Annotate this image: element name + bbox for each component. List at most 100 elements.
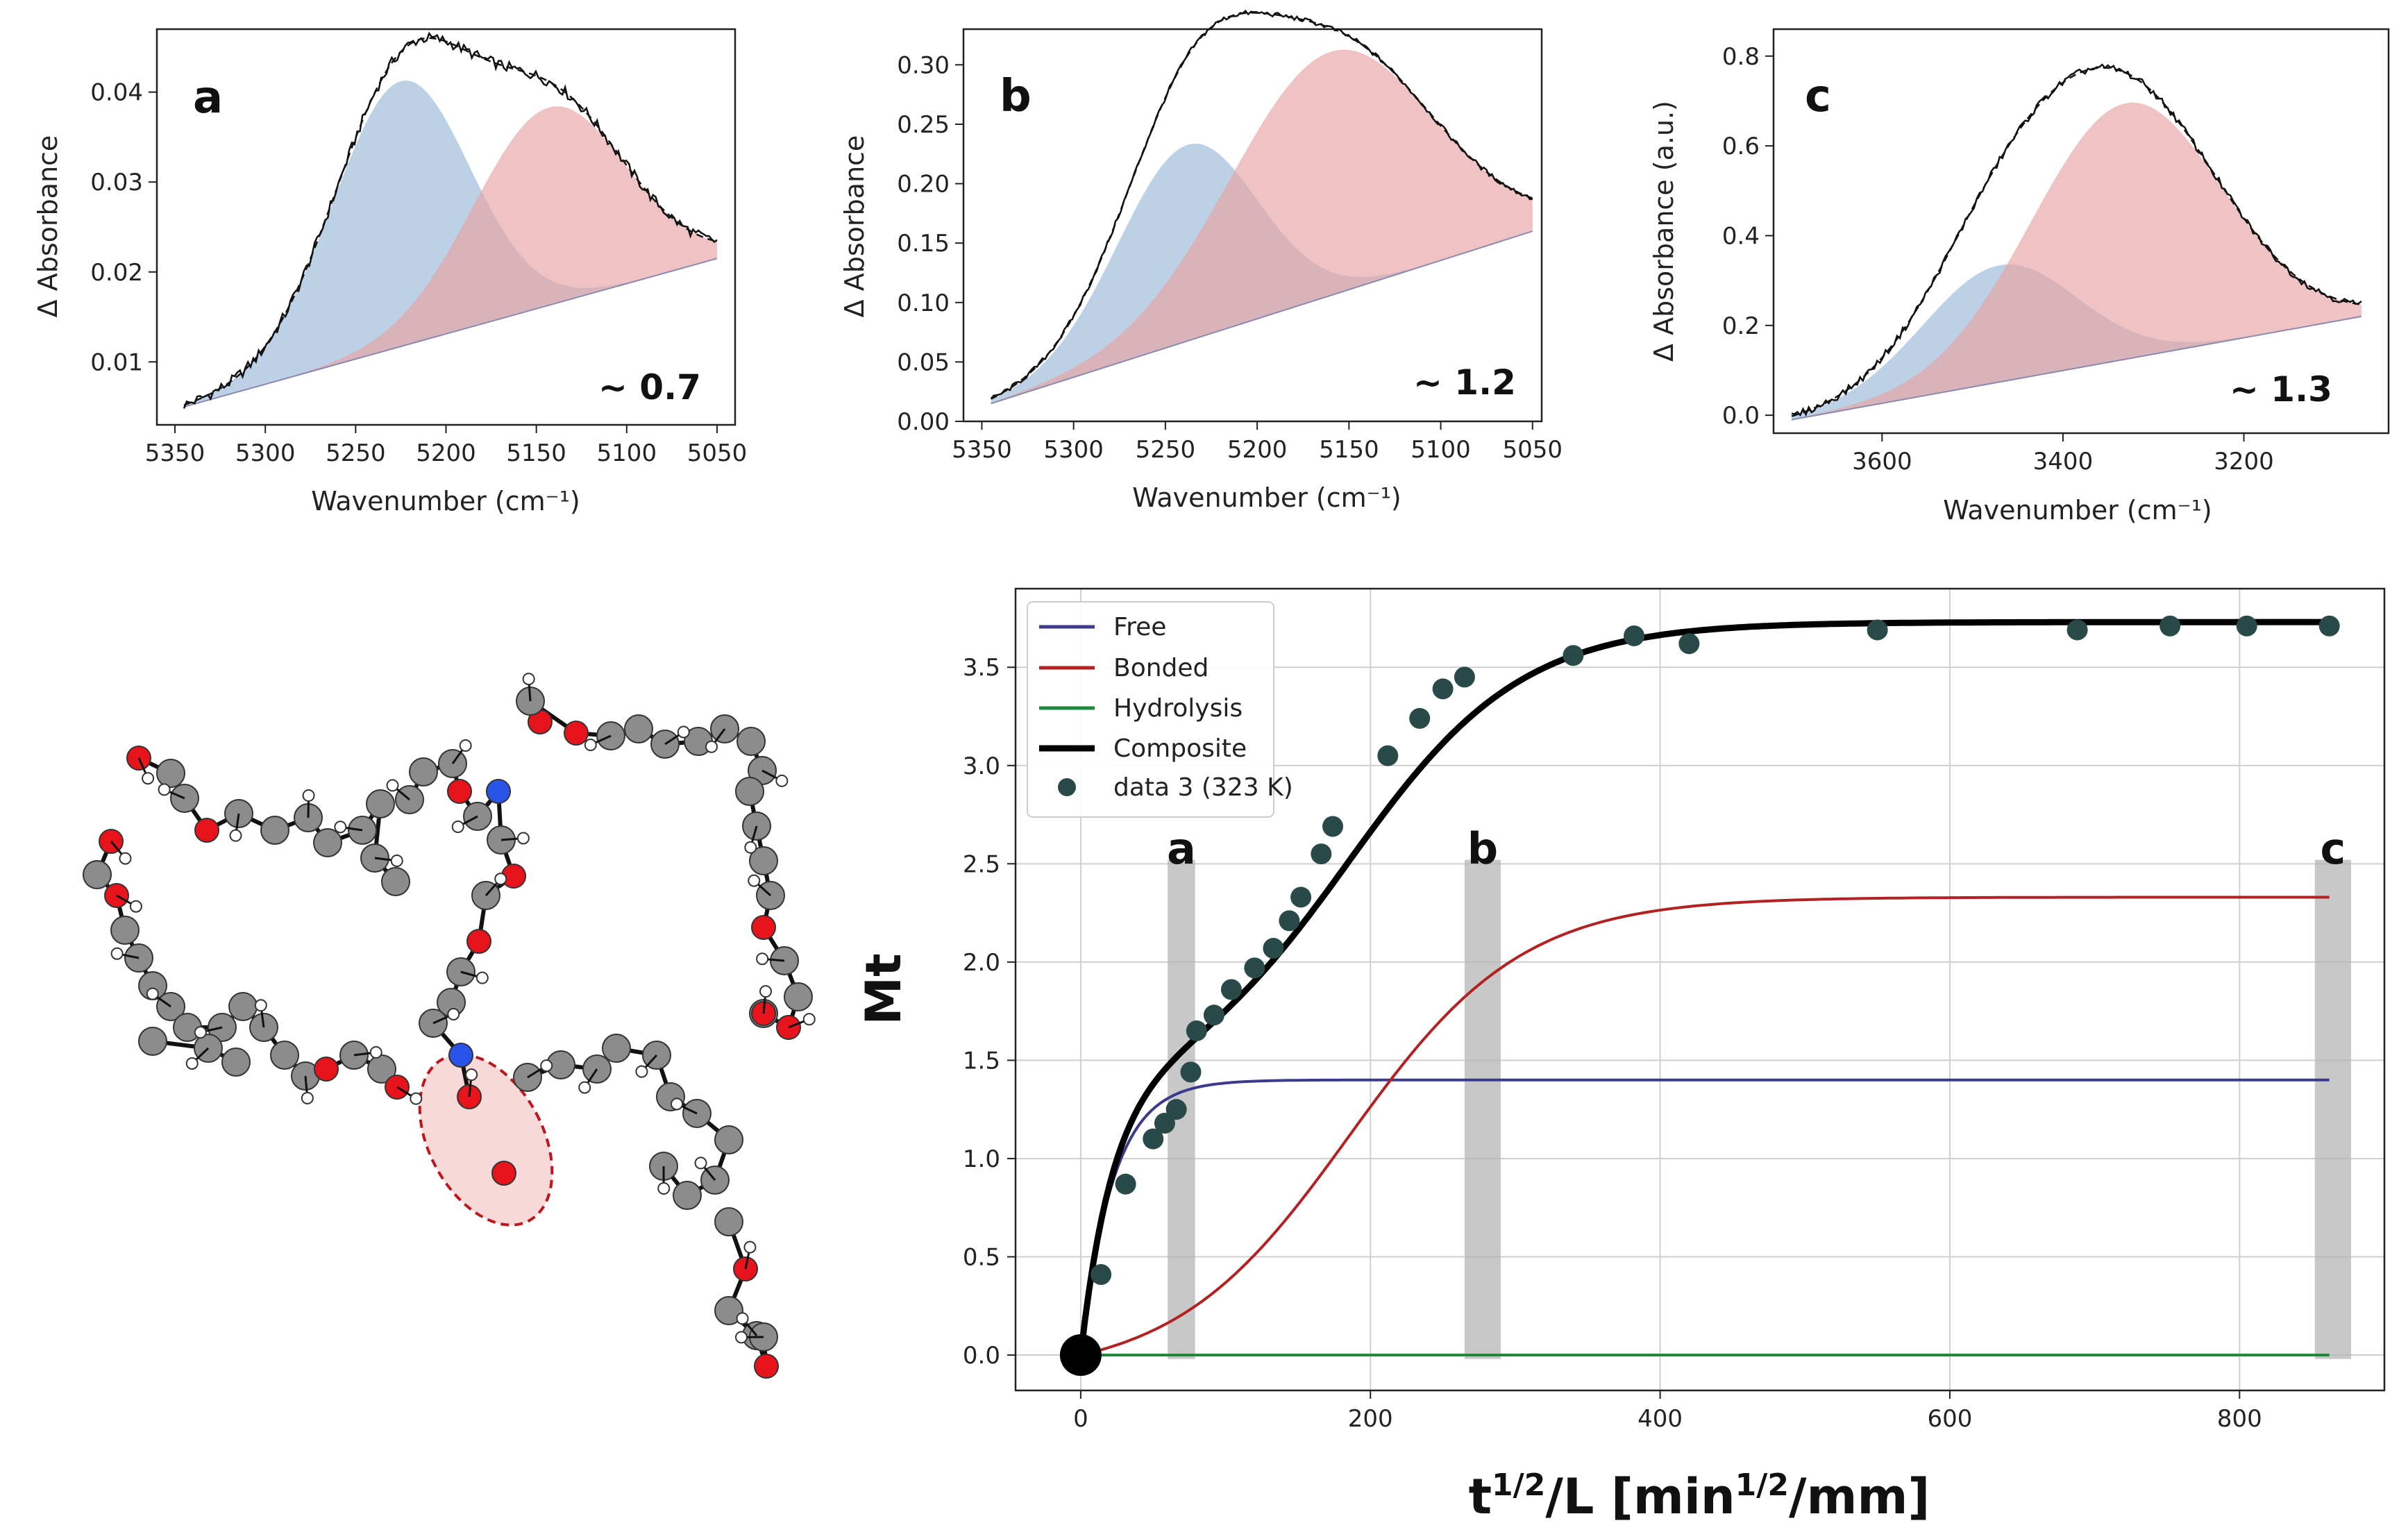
- hydrogen-atom: [158, 783, 171, 796]
- legend-label-bonded: Bonded: [1113, 654, 1209, 682]
- carbon-atom: [221, 1048, 251, 1077]
- panel-b-xlabel: Wavenumber (cm⁻¹): [1132, 482, 1401, 513]
- hydrogen-atom: [110, 947, 124, 960]
- uptake-ytick-label: 1.0: [963, 1145, 1000, 1173]
- data-point: [2066, 619, 2088, 641]
- panel-a-xtick-label: 5350: [145, 439, 205, 467]
- panel-b-gaussian-red: [991, 49, 1533, 404]
- panel-a-xtick-label: 5150: [506, 439, 566, 467]
- spectrum-panel-c: 3600 3400 3200 0.0 0.2 0.4 0.6 0.8 c ~ 1.3 Wave…: [1649, 28, 2390, 525]
- panel-b-xtick-label: 5050: [1503, 436, 1563, 464]
- carbon-atom: [270, 1041, 299, 1070]
- panel-c-ratio: ~ 1.3: [2230, 369, 2332, 410]
- carbon-atom: [313, 828, 342, 857]
- carbon-atom: [736, 727, 766, 756]
- legend-swatch-data: [1058, 778, 1076, 796]
- uptake-ytick-label: 2.0: [963, 949, 1000, 977]
- panel-b-ratio: ~ 1.2: [1413, 362, 1516, 403]
- uptake-ytick-label: 3.5: [963, 654, 1000, 682]
- data-point: [2318, 615, 2340, 637]
- hydrogen-atom: [671, 1098, 684, 1111]
- carbon-atom: [749, 846, 778, 875]
- legend-label-composite: Composite: [1113, 734, 1247, 763]
- water-highlight: [418, 1053, 554, 1227]
- panel-c-xtick-label: 3400: [2033, 448, 2094, 476]
- oxygen-atom: [751, 915, 776, 940]
- panel-c-frame: [1772, 28, 2390, 435]
- data-point: [1867, 619, 1888, 641]
- uptake-ytick-label: 0.0: [963, 1342, 1000, 1370]
- uptake-ytick-label: 2.5: [963, 850, 1000, 878]
- oxygen-atom: [754, 1354, 779, 1379]
- curve-free: [1079, 1078, 2330, 1356]
- panel-a-gaussian-red: [184, 106, 717, 407]
- uptake-xtick-label: 0: [1073, 1405, 1088, 1433]
- hydrogen-atom: [229, 829, 242, 842]
- spectrum-panel-b: 5350 5300 5250 5200 5150 5100 5050 0.00 0.05 0.10…: [839, 9, 1563, 513]
- data-point: [1311, 843, 1332, 865]
- data-point: [1143, 1128, 1164, 1150]
- panel-c-ytick-label: 0.8: [1722, 43, 1760, 71]
- panel-a-xtick-label: 5300: [235, 439, 296, 467]
- panel-b-xtick-label: 5350: [952, 436, 1012, 464]
- hydrogen-atom: [142, 772, 155, 785]
- panel-c-ytick-label: 0.6: [1722, 133, 1760, 160]
- carbon-atom: [228, 992, 258, 1021]
- hydrogen-atom: [736, 1312, 749, 1325]
- data-point: [1454, 666, 1475, 688]
- uptake-xtick-label: 600: [1928, 1405, 1973, 1433]
- data-point: [1203, 1004, 1224, 1026]
- legend-label-data: data 3 (323 K): [1113, 773, 1293, 802]
- nitrogen-atom: [448, 1043, 473, 1068]
- hydrogen-atom: [540, 1059, 553, 1073]
- panel-a-letter: a: [193, 72, 223, 124]
- carbon-atom: [409, 757, 438, 787]
- uptake-xtick-label: 400: [1637, 1405, 1683, 1433]
- hydrogen-atom: [254, 999, 267, 1012]
- panel-b-ytick-label: 0.25: [897, 111, 950, 139]
- panel-a-xtick-label: 5200: [416, 439, 476, 467]
- hydrogen-atom: [465, 1068, 478, 1082]
- hydrogen-atom: [578, 1081, 591, 1094]
- data-point: [1377, 745, 1399, 766]
- panel-a-baseline: [183, 258, 718, 408]
- band-b: [1464, 859, 1501, 1359]
- band-label-c: c: [2321, 823, 2346, 874]
- hydrogen-atom: [451, 820, 464, 833]
- hydrogen-atom: [447, 1008, 460, 1021]
- panel-a-ylabel: Δ Absorbance: [33, 135, 63, 318]
- curve-bonded: [1080, 895, 2330, 1356]
- uptake-ylabel: Mt: [855, 953, 912, 1025]
- hydrogen-atom: [129, 900, 142, 913]
- panel-c-measured-spectrum: [1791, 63, 2362, 417]
- panel-c-letter: c: [1805, 71, 1831, 122]
- carbon-atom: [366, 789, 395, 818]
- hydrogen-atom: [677, 725, 690, 739]
- hydrogen-atom: [185, 1057, 199, 1070]
- carbon-atom: [784, 982, 813, 1011]
- hydrogen-atom: [194, 1026, 207, 1039]
- hydrogen-atom: [635, 1065, 648, 1078]
- oxygen-atom: [194, 818, 219, 843]
- hydrogen-atom: [386, 779, 399, 792]
- uptake-plot-frame: [1014, 587, 2386, 1392]
- carbon-atom: [381, 867, 410, 896]
- carbon-atom: [673, 1181, 702, 1210]
- oxygen-atom: [564, 721, 589, 746]
- hydrogen-atom: [705, 740, 718, 753]
- hydrogen-atom: [584, 739, 597, 752]
- nitrogen-atom: [486, 779, 511, 804]
- panel-a-ytick-label: 0.03: [90, 169, 143, 196]
- origin-point: [1059, 1334, 1102, 1377]
- spectrum-panel-a: 5350 5300 5250 5200 5150 5100 5050 0.01 0.02 0.03…: [33, 28, 748, 516]
- data-point: [1186, 1020, 1207, 1041]
- data-point: [2159, 615, 2181, 637]
- carbon-atom: [367, 1054, 396, 1084]
- panel-a-xtick-label: 5050: [687, 439, 748, 467]
- panel-c-ytick-label: 0.4: [1722, 222, 1760, 250]
- carbon-atom: [714, 1125, 743, 1154]
- hydrogen-atom: [735, 1331, 748, 1344]
- legend-box: [1027, 601, 1274, 818]
